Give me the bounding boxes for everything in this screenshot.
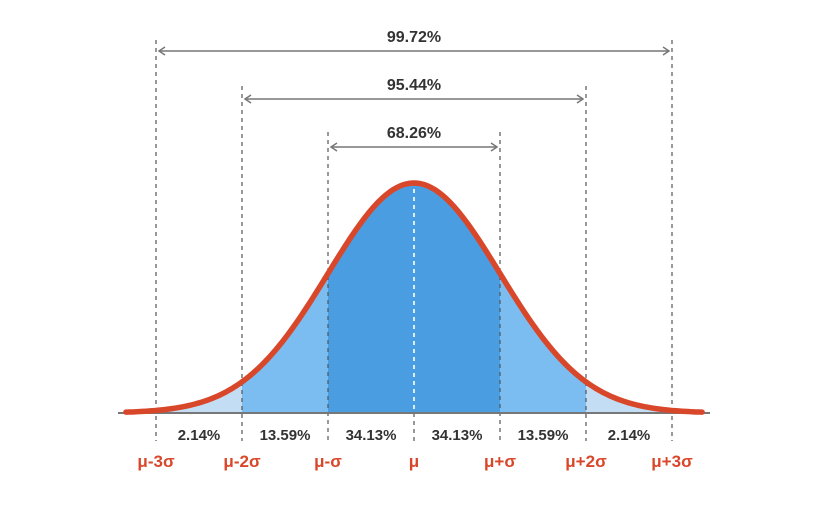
bell-curve [123, 180, 705, 415]
x-tick-label: μ-2σ [223, 452, 261, 471]
band-minus3-minus2 [156, 381, 242, 413]
range-3-sigma-label: 99.72% [387, 29, 441, 46]
range-arrows: 99.72% 95.44% 68.26% [157, 29, 671, 152]
x-tick-label: μ+2σ [565, 452, 607, 471]
band-percent-label: 13.59% [518, 427, 569, 444]
band-percent-label: 2.14% [608, 427, 651, 444]
band-percent-label: 13.59% [260, 427, 311, 444]
x-tick-label: μ-3σ [137, 452, 175, 471]
band-fills [156, 183, 672, 413]
x-tick-label: μ+3σ [651, 452, 693, 471]
x-tick-label: μ+σ [484, 452, 516, 471]
band-minus1-mean [328, 183, 414, 413]
bell-curve-layer [123, 180, 705, 415]
x-tick-label: μ-σ [314, 452, 342, 471]
band-percent-label: 34.13% [432, 427, 483, 444]
band-plus2-plus3 [586, 381, 672, 413]
band-mean-plus1 [414, 183, 500, 413]
sigma-tick-labels: μ-3σ μ-2σ μ-σ μ μ+σ μ+2σ μ+3σ [137, 452, 693, 471]
band-percent-labels: 2.14% 13.59% 34.13% 34.13% 13.59% 2.14% [178, 427, 651, 444]
band-percent-label: 34.13% [346, 427, 397, 444]
range-2-sigma-label: 95.44% [387, 77, 441, 94]
sigma-guide-lines [155, 40, 673, 441]
band-percent-label: 2.14% [178, 427, 221, 444]
x-tick-label: μ [409, 452, 419, 471]
range-1-sigma-label: 68.26% [387, 125, 441, 142]
